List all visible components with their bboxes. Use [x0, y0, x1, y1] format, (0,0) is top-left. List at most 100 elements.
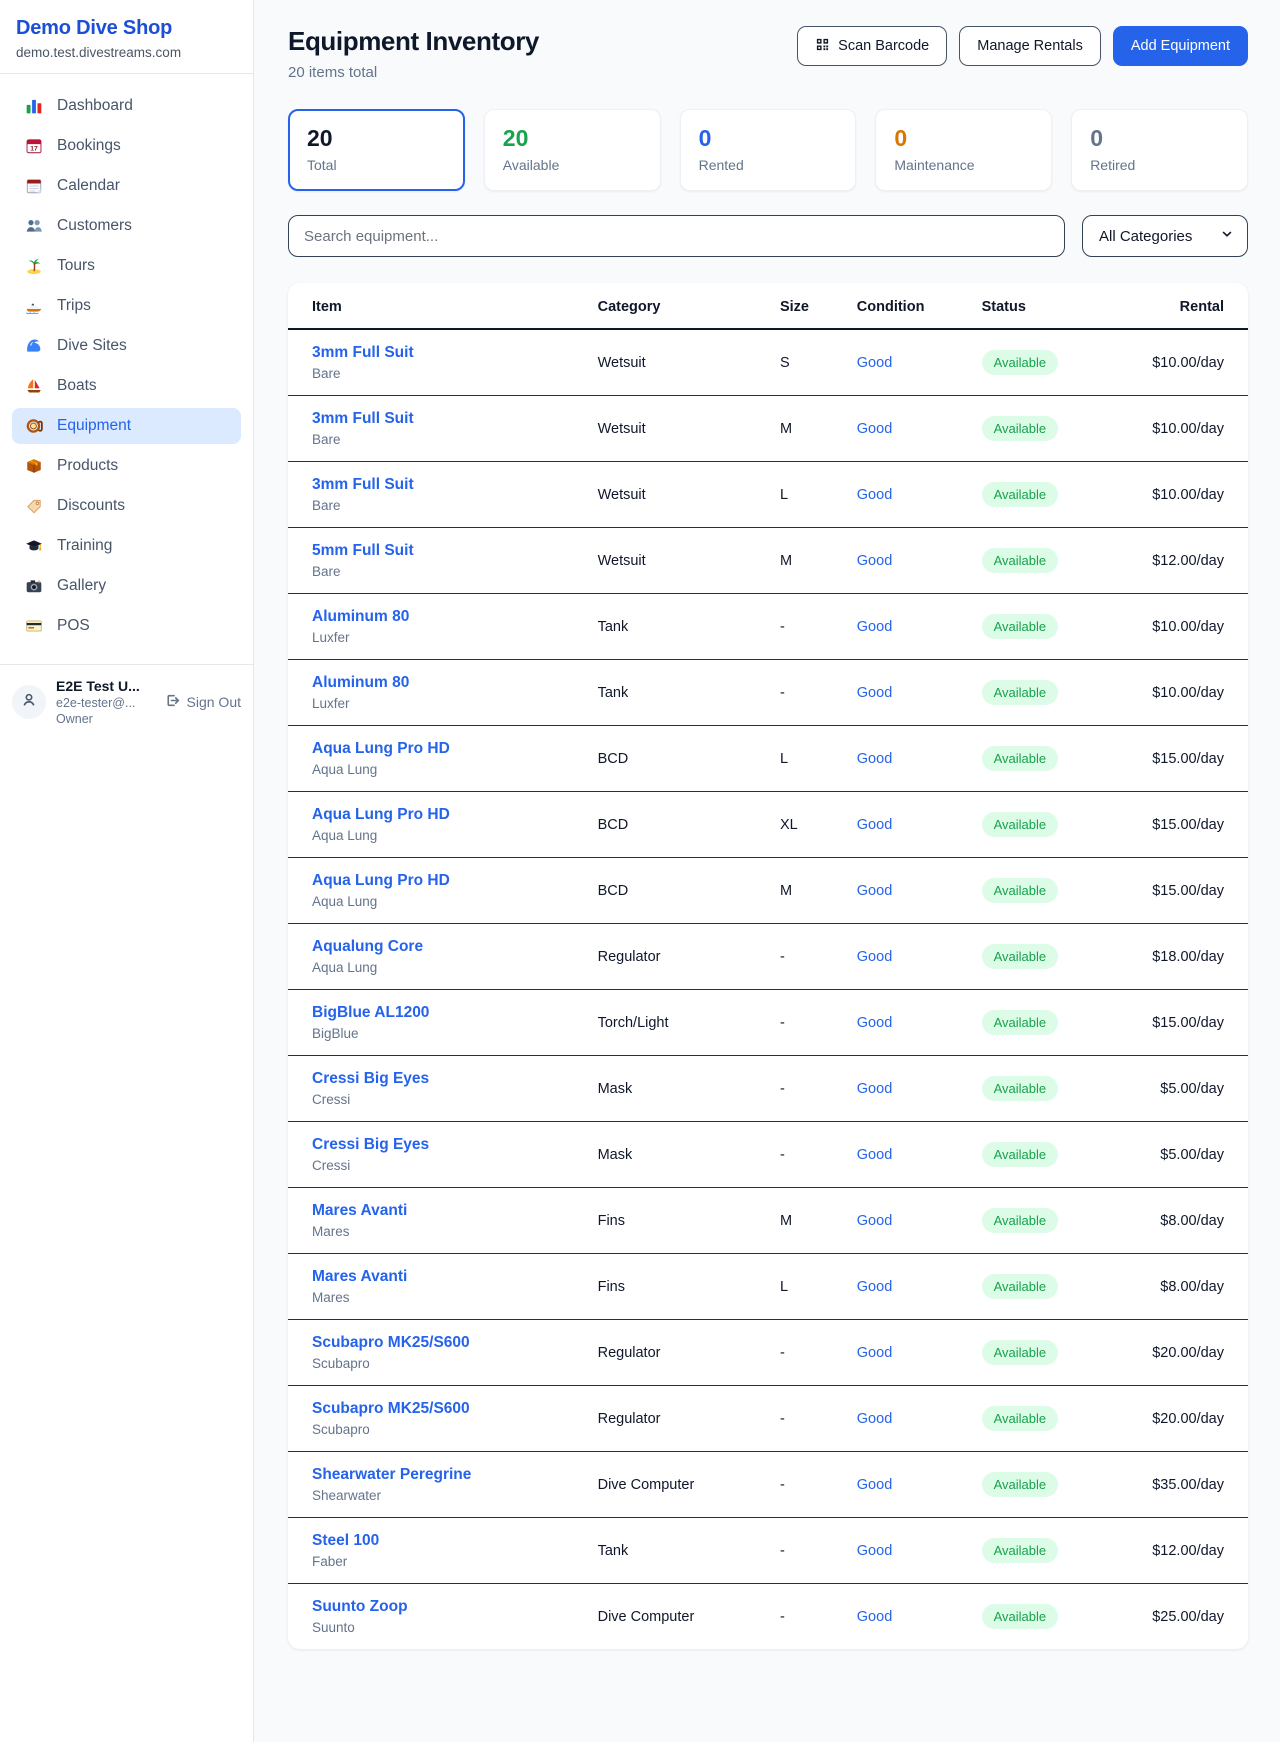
sidebar-item-boats[interactable]: Boats	[12, 368, 241, 404]
sidebar-item-gallery[interactable]: Gallery	[12, 568, 241, 604]
item-name-link[interactable]: Aqua Lung Pro HD	[312, 806, 450, 823]
item-condition: Good	[856, 486, 893, 503]
item-name-link[interactable]: Mares Avanti	[312, 1268, 408, 1285]
sidebar-item-dive-sites[interactable]: Dive Sites	[12, 328, 241, 364]
status-badge: Available	[981, 944, 1059, 969]
item-name-link[interactable]: BigBlue AL1200	[312, 1004, 430, 1021]
item-name-link[interactable]: Scubapro MK25/S600	[312, 1334, 470, 1351]
stat-card-total[interactable]: 20 Total	[288, 109, 465, 191]
sidebar-item-bookings[interactable]: 17 Bookings	[12, 128, 241, 164]
table-row: Aqualung Core Aqua Lung Regulator - Good Avai…	[288, 923, 1248, 990]
equipment-table-card: Item Category Size Condition Status Rental 3m…	[288, 283, 1248, 1649]
item-name-link[interactable]: Shearwater Peregrine	[312, 1466, 472, 1483]
scan-barcode-button[interactable]: Scan Barcode	[797, 26, 948, 66]
table-row: Mares Avanti Mares Fins M Good Available $8.00…	[288, 1187, 1248, 1254]
category-filter-select[interactable]: All Categories	[1082, 215, 1248, 257]
sidebar-item-dashboard[interactable]: Dashboard	[12, 88, 241, 124]
item-condition: Good	[856, 1608, 893, 1625]
item-name-link[interactable]: Aqualung Core	[312, 938, 424, 955]
table-row: Scubapro MK25/S600 Scubapro Regulator - Good…	[288, 1319, 1248, 1386]
page-subtitle: 20 items total	[288, 64, 378, 81]
sidebar-item-calendar[interactable]: Calendar	[12, 168, 241, 204]
sign-out-label: Sign Out	[186, 694, 241, 710]
item-category: Wetsuit	[597, 420, 646, 437]
sidebar-item-discounts[interactable]: Discounts	[12, 488, 241, 524]
item-rental-rate: $5.00/day	[1160, 1146, 1224, 1163]
search-input[interactable]	[288, 215, 1065, 257]
item-rental-rate: $10.00/day	[1152, 486, 1224, 503]
item-brand: Luxfer	[312, 630, 350, 645]
item-category: Mask	[597, 1146, 633, 1163]
item-rental-rate: $15.00/day	[1152, 882, 1224, 899]
item-name-link[interactable]: Mares Avanti	[312, 1202, 408, 1219]
sidebar-item-customers[interactable]: Customers	[12, 208, 241, 244]
column-header-category: Category	[585, 283, 768, 330]
item-name-link[interactable]: 3mm Full Suit	[312, 410, 414, 427]
item-condition: Good	[856, 552, 893, 569]
stat-label: Rented	[698, 157, 744, 173]
item-rental-rate: $15.00/day	[1152, 750, 1224, 767]
item-brand: Bare	[312, 564, 341, 579]
sidebar-item-pos[interactable]: POS	[12, 608, 241, 644]
sidebar-item-tours[interactable]: Tours	[12, 248, 241, 284]
item-name-link[interactable]: Aluminum 80	[312, 608, 410, 625]
item-name-link[interactable]: Suunto Zoop	[312, 1598, 408, 1615]
stat-card-maintenance[interactable]: 0 Maintenance	[875, 109, 1053, 191]
status-badge: Available	[981, 350, 1059, 375]
table-row: 3mm Full Suit Bare Wetsuit M Good Available $1…	[288, 395, 1248, 462]
qr-code-icon	[815, 37, 830, 56]
stat-card-rented[interactable]: 0 Rented	[679, 109, 857, 191]
item-name-link[interactable]: 3mm Full Suit	[312, 344, 414, 361]
page-title: Equipment Inventory	[288, 26, 539, 56]
item-rental-rate: $10.00/day	[1152, 684, 1224, 701]
table-row: Cressi Big Eyes Cressi Mask - Good Available $…	[288, 1121, 1248, 1188]
item-rental-rate: $15.00/day	[1152, 816, 1224, 833]
status-badge: Available	[981, 1142, 1059, 1167]
sidebar-item-label: Training	[57, 537, 113, 554]
sign-out-button[interactable]: Sign Out	[164, 692, 241, 712]
item-name-link[interactable]: Aluminum 80	[312, 674, 410, 691]
item-condition: Good	[856, 816, 893, 833]
item-name-link[interactable]: Aqua Lung Pro HD	[312, 740, 450, 757]
svg-text:17: 17	[30, 146, 38, 153]
item-name-link[interactable]: 5mm Full Suit	[312, 542, 414, 559]
item-category: Tank	[597, 684, 629, 701]
sidebar-item-equipment[interactable]: Equipment	[12, 408, 241, 444]
status-badge: Available	[981, 878, 1059, 903]
dive-mask-icon	[24, 417, 44, 435]
item-name-link[interactable]: 3mm Full Suit	[312, 476, 414, 493]
stat-value: 0	[698, 125, 712, 151]
sidebar-item-trips[interactable]: Trips	[12, 288, 241, 324]
camera-icon	[24, 577, 44, 595]
table-row: Aluminum 80 Luxfer Tank - Good Available $10.0…	[288, 659, 1248, 726]
sidebar-item-products[interactable]: Products	[12, 448, 241, 484]
item-size: -	[779, 1014, 785, 1031]
wave-icon	[24, 337, 44, 355]
item-condition: Good	[856, 420, 893, 437]
brand-name[interactable]: Demo Dive Shop	[16, 17, 173, 39]
sidebar-item-label: Products	[57, 457, 119, 474]
status-badge: Available	[981, 482, 1059, 507]
item-brand: Cressi	[312, 1092, 351, 1107]
item-size: -	[779, 1542, 785, 1559]
stat-card-available[interactable]: 20 Available	[483, 109, 661, 191]
item-name-link[interactable]: Cressi Big Eyes	[312, 1136, 430, 1153]
stat-card-retired[interactable]: 0 Retired	[1071, 109, 1248, 191]
item-name-link[interactable]: Steel 100	[312, 1532, 380, 1549]
item-category: Tank	[597, 1542, 629, 1559]
sidebar-item-training[interactable]: Training	[12, 528, 241, 564]
manage-rentals-button[interactable]: Manage Rentals	[959, 26, 1101, 66]
item-name-link[interactable]: Scubapro MK25/S600	[312, 1400, 470, 1417]
brand-block: Demo Dive Shop demo.test.divestreams.com	[0, 0, 253, 74]
stat-value: 0	[894, 125, 908, 151]
add-equipment-button[interactable]: Add Equipment	[1112, 26, 1248, 66]
column-header-status: Status	[969, 283, 1133, 330]
item-name-link[interactable]: Aqua Lung Pro HD	[312, 872, 450, 889]
item-rental-rate: $8.00/day	[1160, 1212, 1224, 1229]
table-row: Aluminum 80 Luxfer Tank - Good Available $10.0…	[288, 593, 1248, 660]
item-name-link[interactable]: Cressi Big Eyes	[312, 1070, 430, 1087]
person-icon	[20, 691, 38, 714]
item-size: M	[779, 1212, 793, 1229]
item-category: Regulator	[597, 948, 661, 965]
